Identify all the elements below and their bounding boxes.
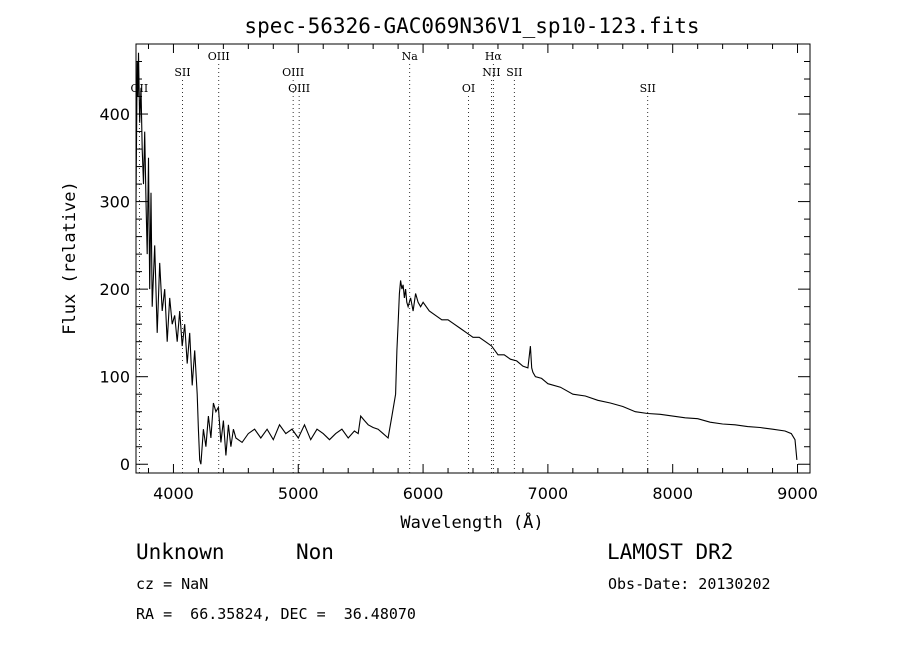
redshift-label: cz = NaN — [136, 575, 209, 593]
obs-date-label: Obs-Date: 20130202 — [608, 575, 771, 593]
line-marker-label: OI — [462, 82, 475, 95]
x-tick-label: 7000 — [528, 484, 569, 503]
x-tick-label: 8000 — [652, 484, 693, 503]
x-tick-label: 4000 — [153, 484, 194, 503]
line-marker-label: Hα — [485, 50, 503, 63]
line-marker-label: NII — [482, 66, 500, 79]
y-tick-label: 100 — [99, 368, 130, 387]
x-axis-label: Wavelength (Å) — [400, 511, 543, 533]
y-axis-label: Flux (relative) — [60, 181, 80, 335]
y-tick-label: 0 — [120, 455, 130, 474]
line-marker-label: SII — [174, 66, 190, 79]
y-tick-label: 300 — [99, 193, 130, 212]
line-marker-label: OIII — [288, 82, 310, 95]
line-marker-label: OIII — [282, 66, 304, 79]
plot-frame — [135, 43, 811, 474]
x-tick-label: 6000 — [403, 484, 444, 503]
x-tick-label: 5000 — [278, 484, 319, 503]
x-tick-label: 9000 — [777, 484, 818, 503]
y-tick-label: 400 — [99, 105, 130, 124]
line-marker-label: Na — [402, 50, 419, 63]
chart-title: spec-56326-GAC069N36V1_sp10-123.fits — [244, 14, 699, 38]
y-tick-label: 200 — [99, 280, 130, 299]
line-marker-label: SII — [640, 82, 656, 95]
line-marker-label: SII — [506, 66, 522, 79]
coordinates-label: RA = 66.35824, DEC = 36.48070 — [136, 605, 416, 623]
object-subclass: Non — [296, 540, 334, 564]
survey-label: LAMOST DR2 — [607, 540, 734, 564]
object-class: Unknown — [136, 540, 225, 564]
spectrum-line — [135, 52, 798, 465]
line-marker-label: OIII — [208, 50, 230, 63]
